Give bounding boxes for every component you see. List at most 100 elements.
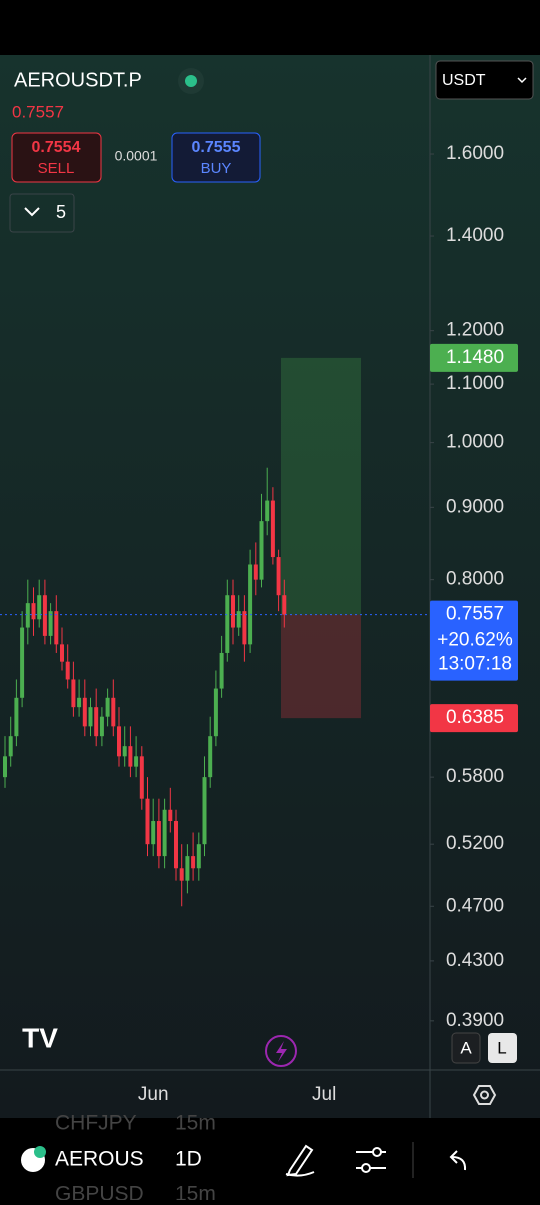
candle-body xyxy=(231,595,235,628)
candle-body xyxy=(42,595,47,636)
status-bar xyxy=(0,0,540,55)
candle-body xyxy=(191,856,196,869)
y-tick-label: 1.4000 xyxy=(446,225,504,246)
candle-body xyxy=(105,697,110,717)
candle-body xyxy=(14,697,19,737)
candle-body xyxy=(3,756,7,778)
candle-body xyxy=(60,644,64,662)
candle-body xyxy=(225,595,230,653)
log-button[interactable] xyxy=(488,1033,517,1063)
flash-button[interactable] xyxy=(265,1035,297,1067)
candle-body xyxy=(253,564,258,580)
sell-button[interactable] xyxy=(11,132,102,183)
candle-body xyxy=(168,809,173,822)
y-tick-label: 0.5200 xyxy=(446,833,504,854)
candle-body xyxy=(88,707,93,727)
candle-body xyxy=(265,500,270,522)
currency[interactable]: USDT xyxy=(442,72,486,89)
buy-label[interactable]: BUY xyxy=(201,160,232,177)
candle-body xyxy=(174,821,178,869)
status-dot xyxy=(185,75,197,87)
auto-button[interactable] xyxy=(451,1032,481,1064)
undo-icon[interactable] xyxy=(449,1150,467,1171)
y-tick-label: 0.3900 xyxy=(446,1010,504,1031)
spread: 0.0001 xyxy=(115,148,158,164)
sell-label[interactable]: SELL xyxy=(38,160,75,177)
ghost-tf: 15m xyxy=(175,1112,216,1135)
y-tick-label: 0.4700 xyxy=(446,895,504,916)
candle-body xyxy=(77,697,82,708)
last-label: 0.7557 xyxy=(446,604,504,625)
toolbar-interval[interactable]: 1D xyxy=(175,1148,202,1171)
candle-body xyxy=(259,521,264,580)
candle-body xyxy=(270,500,275,558)
sell-price[interactable]: 0.7554 xyxy=(32,139,81,156)
log-label[interactable]: L xyxy=(497,1038,506,1057)
candle-body xyxy=(134,756,139,767)
chart-bg xyxy=(0,55,540,1118)
candle-body xyxy=(111,697,116,727)
candle-body xyxy=(151,821,156,845)
ghost-tf: 15m xyxy=(175,1183,216,1200)
candle-body xyxy=(208,736,213,778)
flash-icon xyxy=(276,1041,287,1062)
draw-icon[interactable] xyxy=(285,1144,315,1177)
x-tick-label: Jun xyxy=(138,1084,169,1105)
ghost-symbol: CHFJPY xyxy=(55,1112,137,1135)
last-price: 0.7557 xyxy=(12,102,64,121)
y-tick-label: 1.2000 xyxy=(446,320,504,341)
candle-body xyxy=(213,688,218,737)
settings-icon[interactable] xyxy=(472,1085,497,1105)
candle-body xyxy=(82,697,87,727)
symbol: AEROUSDT.P xyxy=(14,69,142,91)
candle-body xyxy=(185,856,190,881)
profit-zone xyxy=(281,357,361,615)
plot xyxy=(0,357,430,907)
candle-body xyxy=(219,652,224,689)
ghost-symbol: GBPUSD xyxy=(55,1183,144,1200)
target-label: 1.1480 xyxy=(446,347,504,368)
y-tick-label: 1.1000 xyxy=(446,373,504,394)
toolbar-symbol[interactable]: AEROUS xyxy=(55,1148,144,1171)
y-tick-label: 0.4300 xyxy=(446,950,504,971)
buy-button[interactable] xyxy=(171,132,261,183)
candle-body xyxy=(156,821,161,857)
candle-body xyxy=(179,868,184,881)
auto-label[interactable]: A xyxy=(460,1038,472,1057)
candle-body xyxy=(99,716,104,737)
logo: TV xyxy=(22,1022,58,1053)
indicators-toggle[interactable] xyxy=(9,193,75,233)
candle-body xyxy=(139,756,144,799)
buy-price[interactable]: 0.7555 xyxy=(192,139,241,156)
candle-body xyxy=(236,611,241,628)
y-tick-label: 0.9000 xyxy=(446,496,504,517)
candle-body xyxy=(242,611,247,645)
indicator-icon[interactable] xyxy=(356,1147,386,1173)
bar-countdown: 13:07:18 xyxy=(438,654,512,675)
candle-body xyxy=(65,661,70,680)
candle-body xyxy=(25,603,30,628)
price-change: +20.62% xyxy=(437,630,513,651)
dropdown-arrow xyxy=(517,77,527,84)
candle-body xyxy=(276,557,281,596)
candle-body xyxy=(196,844,201,869)
currency-select[interactable] xyxy=(435,60,534,100)
toolbar xyxy=(0,1118,540,1200)
candle-body xyxy=(54,611,59,645)
target-badge xyxy=(430,343,518,372)
candle-body xyxy=(202,777,207,845)
stop-label: 0.6385 xyxy=(446,707,504,728)
candle-body xyxy=(162,809,167,857)
indicator-count[interactable]: 5 xyxy=(56,202,66,222)
y-tick-label: 0.8000 xyxy=(446,569,504,590)
y-tick-label: 0.5800 xyxy=(446,766,504,787)
y-tick-label: 1.6000 xyxy=(446,143,504,164)
symbol-icon-badge xyxy=(34,1146,46,1158)
x-tick-label: Jul xyxy=(312,1084,336,1105)
candle-body xyxy=(20,627,25,698)
last-badge xyxy=(430,600,518,681)
loss-zone xyxy=(281,614,361,719)
candle-body xyxy=(37,595,42,620)
stop-badge xyxy=(430,704,518,733)
